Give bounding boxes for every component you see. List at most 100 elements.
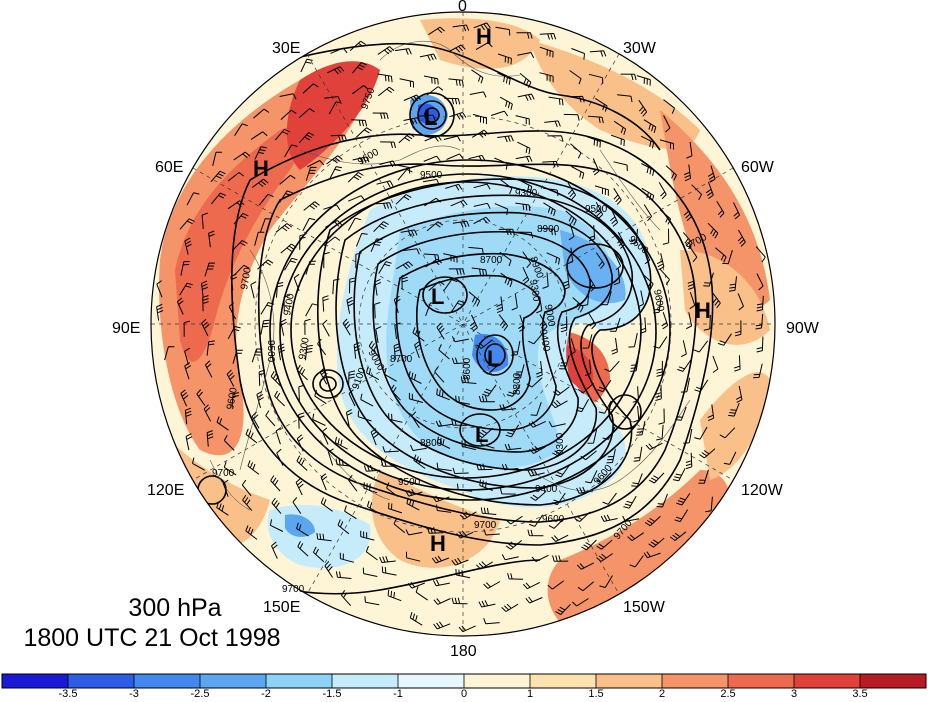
longitude-label: 30E: [272, 40, 301, 57]
wind-barb: [498, 228, 515, 236]
longitude-label: 120W: [741, 482, 783, 499]
wind-barb: [265, 410, 276, 427]
colorbar-tick-label: 0: [460, 688, 468, 700]
wind-barb: [307, 160, 325, 168]
wind-barb: [459, 511, 477, 520]
wind-barb: [580, 450, 597, 461]
wind-barb: [393, 295, 401, 314]
wind-barb: [397, 168, 413, 181]
contour-label: 9300: [555, 432, 566, 455]
wind-barb: [600, 514, 618, 522]
wind-barb: [296, 522, 309, 537]
wind-barb: [179, 282, 193, 296]
wind-barb: [663, 115, 671, 133]
contour-label: 9700: [239, 266, 254, 290]
wind-barb: [539, 72, 554, 83]
wind-barb: [206, 430, 214, 447]
wind-barb: [471, 129, 489, 138]
wind-barb: [539, 314, 548, 332]
wind-barb: [256, 390, 264, 409]
wind-barb: [472, 113, 487, 125]
wind-barb: [527, 529, 544, 537]
wind-barb: [576, 562, 594, 570]
colorbar-swatch: [68, 674, 135, 688]
wind-barb: [517, 93, 535, 101]
wind-barb: [432, 495, 450, 503]
wind-barb: [405, 529, 423, 536]
wind-barb: [365, 545, 378, 561]
wind-barb: [394, 322, 401, 340]
wind-barb: [223, 435, 235, 451]
wind-barb: [275, 223, 293, 233]
wind-barb: [316, 533, 332, 542]
wind-barb: [374, 302, 381, 319]
wind-barb: [375, 326, 382, 343]
wind-barb: [179, 218, 195, 230]
map-border: [150, 11, 776, 637]
wind-barb: [302, 83, 319, 94]
wind-barb: [375, 202, 393, 210]
wind-barb: [332, 278, 340, 295]
wind-barb: [555, 604, 571, 615]
colorbar-tick-label: 1.5: [588, 688, 604, 700]
wind-barb: [323, 252, 330, 269]
colorbar-tick-label: -2: [261, 688, 271, 700]
high-pressure-marker: H: [253, 156, 269, 181]
wind-barb: [230, 273, 238, 291]
contour-label: 8800: [512, 372, 523, 395]
wind-barb: [563, 113, 580, 121]
wind-barb: [728, 402, 740, 417]
wind-barb: [643, 204, 653, 222]
wind-barb: [528, 332, 544, 345]
wind-barb: [707, 165, 716, 183]
wind-barb: [539, 46, 554, 58]
wind-barb: [210, 170, 226, 183]
wind-barb: [656, 253, 665, 271]
wind-barb: [323, 236, 341, 246]
wind-barb: [507, 572, 524, 580]
contour-label: 8700: [480, 255, 503, 266]
wind-barb: [588, 115, 604, 124]
wind-barb: [433, 598, 451, 605]
wind-barb: [436, 436, 451, 449]
wind-barb: [643, 551, 661, 559]
wind-barb: [405, 488, 423, 497]
wind-barb: [270, 371, 282, 387]
wind-barb: [320, 473, 328, 491]
wind-barb: [390, 384, 401, 401]
wind-barb: [426, 221, 444, 232]
wind-barb: [357, 410, 372, 422]
wind-barb: [733, 202, 741, 220]
wind-barb: [498, 314, 508, 331]
wind-barb: [393, 343, 401, 360]
wind-barb: [456, 530, 474, 539]
wind-barb: [755, 246, 766, 263]
wind-barb: [305, 260, 316, 275]
wind-barb: [211, 192, 227, 205]
wind-barb: [260, 218, 272, 232]
wind-barb: [694, 426, 708, 440]
wind-barb: [293, 273, 300, 292]
wind-barb: [296, 434, 304, 452]
wind-barb: [398, 133, 415, 144]
wind-barb: [351, 119, 368, 127]
wind-barb: [469, 91, 487, 98]
wind-barb: [370, 428, 379, 446]
colorbar: [1, 673, 927, 689]
wind-barb: [482, 364, 499, 375]
colorbar-swatch: [200, 674, 267, 688]
wind-barb: [676, 493, 691, 506]
wind-barb: [602, 492, 617, 505]
wind-barb: [656, 493, 668, 508]
wind-barb: [233, 212, 249, 225]
wind-barb: [234, 123, 248, 136]
wind-barb: [636, 75, 651, 86]
wind-barb: [277, 343, 285, 361]
contour-label: 9500: [420, 170, 443, 181]
wind-barb: [424, 135, 442, 142]
wind-barb: [504, 443, 522, 451]
wind-barb: [372, 112, 389, 120]
wind-barb: [659, 139, 674, 150]
wind-barb: [729, 276, 737, 292]
